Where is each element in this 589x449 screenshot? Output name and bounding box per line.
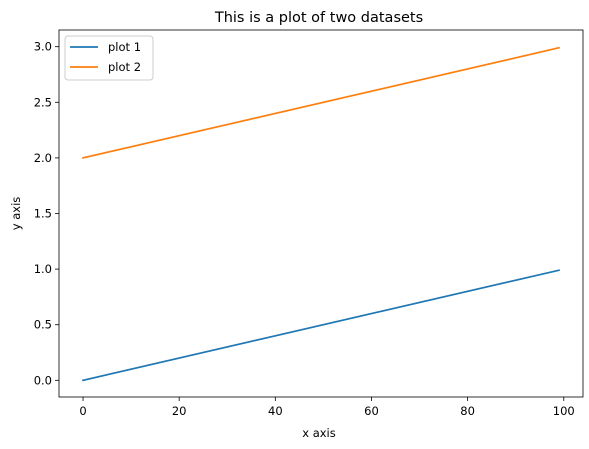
y-tick-label: 1.0 (34, 262, 52, 276)
y-tick-label: 2.5 (34, 95, 52, 109)
chart-legend: plot 1 plot 2 (64, 35, 154, 81)
y-tick-label: 1.5 (34, 207, 52, 221)
series-line-1 (82, 269, 560, 382)
legend-label-1: plot 1 (108, 40, 141, 54)
x-axis-ticks: 0 20 40 60 80 100 (79, 397, 575, 418)
y-tick-label: 3.0 (34, 40, 52, 54)
y-tick-label: 0.5 (34, 318, 52, 332)
x-tick-label: 0 (79, 404, 86, 418)
legend-items: plot 1 plot 2 (70, 40, 141, 74)
x-tick-label: 60 (364, 404, 379, 418)
x-tick-label: 40 (268, 404, 283, 418)
x-tick-label: 100 (553, 404, 575, 418)
series-layer (82, 46, 560, 382)
x-tick-label: 80 (460, 404, 475, 418)
series-line-2 (82, 46, 560, 159)
plot-area (58, 29, 584, 398)
chart-title: This is a plot of two datasets (214, 10, 423, 26)
y-axis-ticks: 0.0 0.5 1.0 1.5 2.0 2.5 3.0 (34, 40, 59, 387)
x-tick-label: 20 (172, 404, 187, 418)
legend-label-2: plot 2 (108, 60, 141, 74)
y-axis-label: y axis (9, 197, 23, 231)
y-tick-label: 0.0 (34, 373, 52, 387)
y-tick-label: 2.0 (34, 151, 52, 165)
axes-frame (58, 29, 584, 398)
x-axis-label: x axis (302, 426, 336, 440)
